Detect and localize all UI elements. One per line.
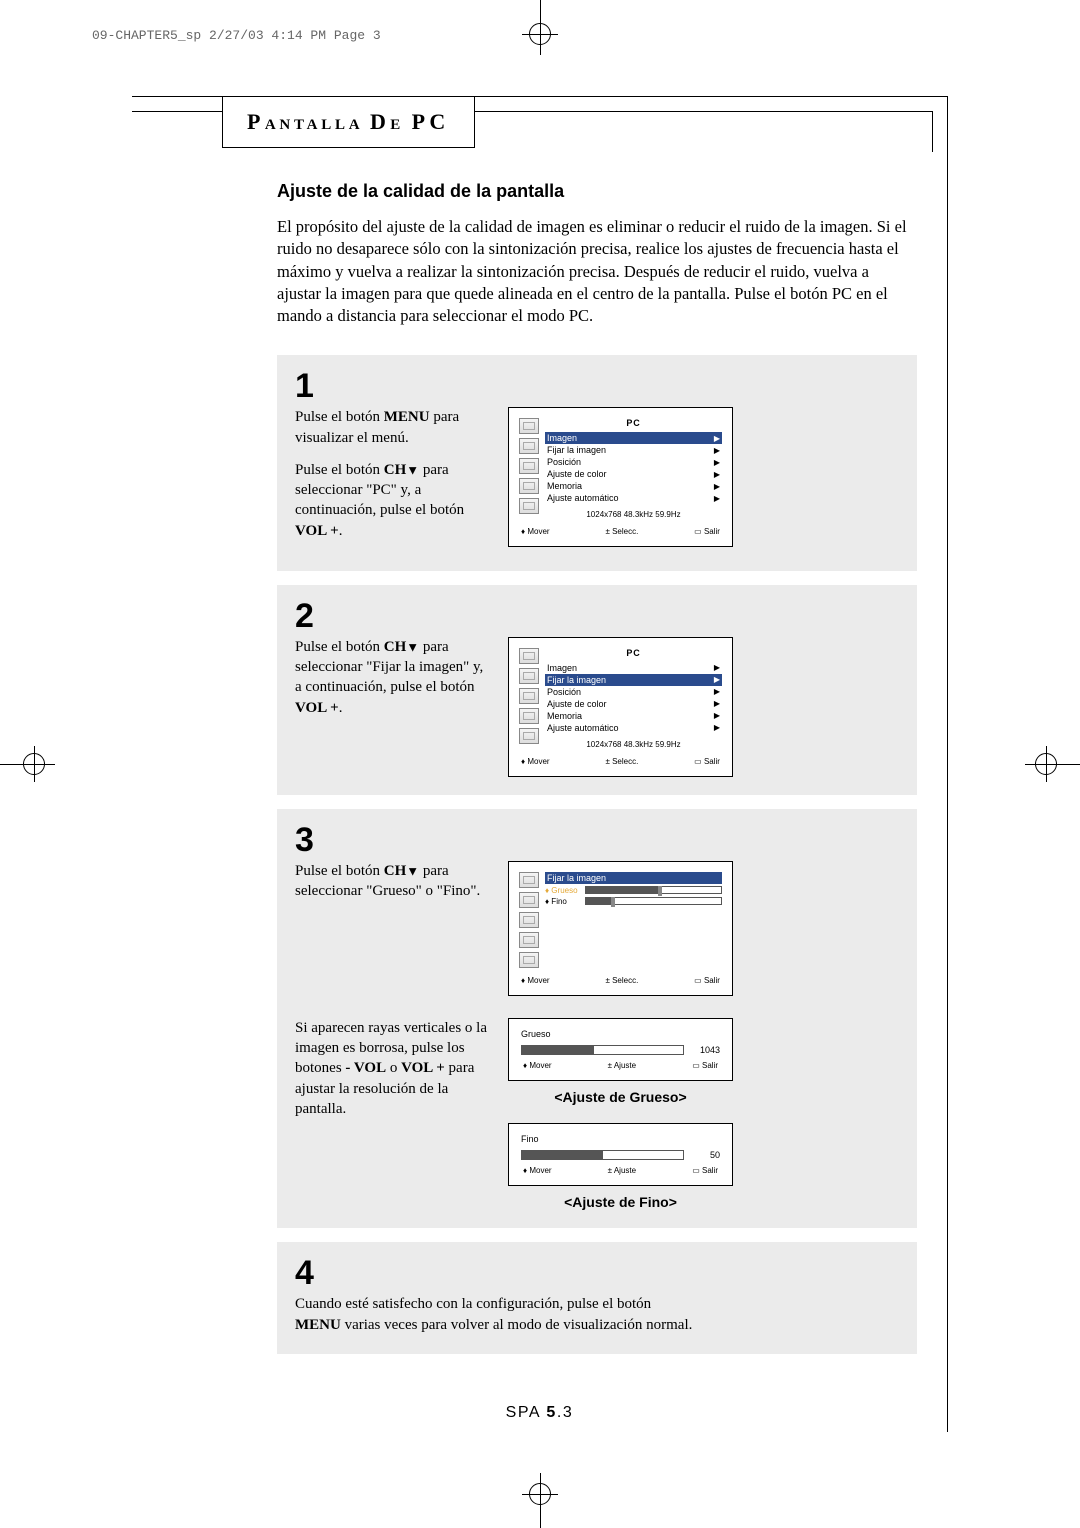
crop-mark-bottom [520,1473,560,1528]
step-3: 3 Pulse el botón CH▼ para seleccionar "G… [277,809,917,1228]
osd-icon [519,668,539,684]
osd-footer: ♦ Mover ± Selecc. ▭ Salir [519,527,722,536]
osd-footer: ♦ Mover ± Selecc. ▭ Salir [519,976,722,985]
osd-icon [519,458,539,474]
osd-title: PC [545,418,722,428]
osd-footer: ♦ Mover ± Selecc. ▭ Salir [519,757,722,766]
osd-menu-item: Fijar la imagen▶ [545,674,722,686]
osd-heading: Fijar la imagen [545,872,722,884]
chapter-title-box: PANTALLA DE PC [222,96,475,148]
osd-title: PC [545,648,722,658]
osd-icon [519,708,539,724]
adjust-label: Fino [521,1134,539,1144]
osd-menu-item: Ajuste de color▶ [545,468,722,480]
osd-icon [519,648,539,664]
osd-icon [519,688,539,704]
chapter-title: PANTALLA DE PC [247,109,450,135]
osd-resolution-info: 1024x768 48.3kHz 59.9Hz [545,740,722,749]
crop-mark-top [520,0,560,55]
osd-menu-item: Posición▶ [545,686,722,698]
step-number: 3 [295,823,901,857]
step-1-text: Pulse el botón MENU para visualizar el m… [295,407,490,553]
step-1: 1 Pulse el botón MENU para visualizar el… [277,355,917,571]
osd-icon [519,892,539,908]
adjust-fino-caption: <Ajuste de Fino> [508,1194,733,1210]
crop-mark-left [0,744,55,784]
step-number: 4 [295,1256,901,1290]
intro-paragraph: El propósito del ajuste de la calidad de… [277,216,917,327]
page-number: SPA 5.3 [132,1404,947,1422]
step-number: 1 [295,369,901,403]
osd-menu-item: Imagen▶ [545,662,722,674]
osd-menu-item: Fijar la imagen▶ [545,444,722,456]
step-4-text: Cuando esté satisfecho con la configurac… [295,1294,901,1336]
osd-menu-item: Memoria▶ [545,710,722,722]
page-frame: PANTALLA DE PC Ajuste de la calidad de l… [132,96,948,1432]
osd-menu-item: Memoria▶ [545,480,722,492]
osd-menu-item: Ajuste automático▶ [545,722,722,734]
adjust-value: 1043 [692,1045,720,1055]
osd-step-3: Fijar la imagen ♦ Grueso ♦ Fino ♦ Mover ±… [508,861,733,996]
section-title: Ajuste de la calidad de la pantalla [277,181,917,202]
osd-icon [519,952,539,968]
osd-icon [519,478,539,494]
adjust-grueso-caption: <Ajuste de Grueso> [508,1089,733,1105]
osd-slider-row: ♦ Grueso [545,886,722,895]
adjust-value: 50 [692,1150,720,1160]
osd-icon [519,438,539,454]
step-2-text: Pulse el botón CH▼ para seleccionar "Fij… [295,637,490,730]
osd-menu-item: Posición▶ [545,456,722,468]
content-area: Ajuste de la calidad de la pantalla El p… [277,181,917,1368]
step-number: 2 [295,599,901,633]
step-3b-text: Si aparecen rayas verticales o la imagen… [295,1018,490,1131]
crop-mark-right [1025,744,1080,784]
step-3-text: Pulse el botón CH▼ para seleccionar "Gru… [295,861,490,914]
print-file-header: 09-CHAPTER5_sp 2/27/03 4:14 PM Page 3 [92,28,381,43]
step-4: 4 Cuando esté satisfecho con la configur… [277,1242,917,1354]
osd-menu-item: Ajuste de color▶ [545,698,722,710]
osd-menu-item: Ajuste automático▶ [545,492,722,504]
adjust-panels: Grueso 1043 ♦ Mover ± Ajuste ▭ Salir <Aj… [508,1018,733,1210]
adjust-fino-panel: Fino 50 ♦ Mover ± Ajuste ▭ Salir [508,1123,733,1186]
osd-icon [519,912,539,928]
osd-step-2: PC Imagen▶Fijar la imagen▶Posición▶Ajust… [508,637,733,777]
osd-slider-row: ♦ Fino [545,897,722,906]
step-2: 2 Pulse el botón CH▼ para seleccionar "F… [277,585,917,795]
osd-menu-item: Imagen▶ [545,432,722,444]
osd-resolution-info: 1024x768 48.3kHz 59.9Hz [545,510,722,519]
osd-step-1: PC Imagen▶Fijar la imagen▶Posición▶Ajust… [508,407,733,547]
adjust-label: Grueso [521,1029,551,1039]
osd-icon [519,872,539,888]
adjust-grueso-panel: Grueso 1043 ♦ Mover ± Ajuste ▭ Salir [508,1018,733,1081]
osd-icon [519,728,539,744]
osd-icon [519,498,539,514]
osd-icon [519,418,539,434]
osd-icon [519,932,539,948]
